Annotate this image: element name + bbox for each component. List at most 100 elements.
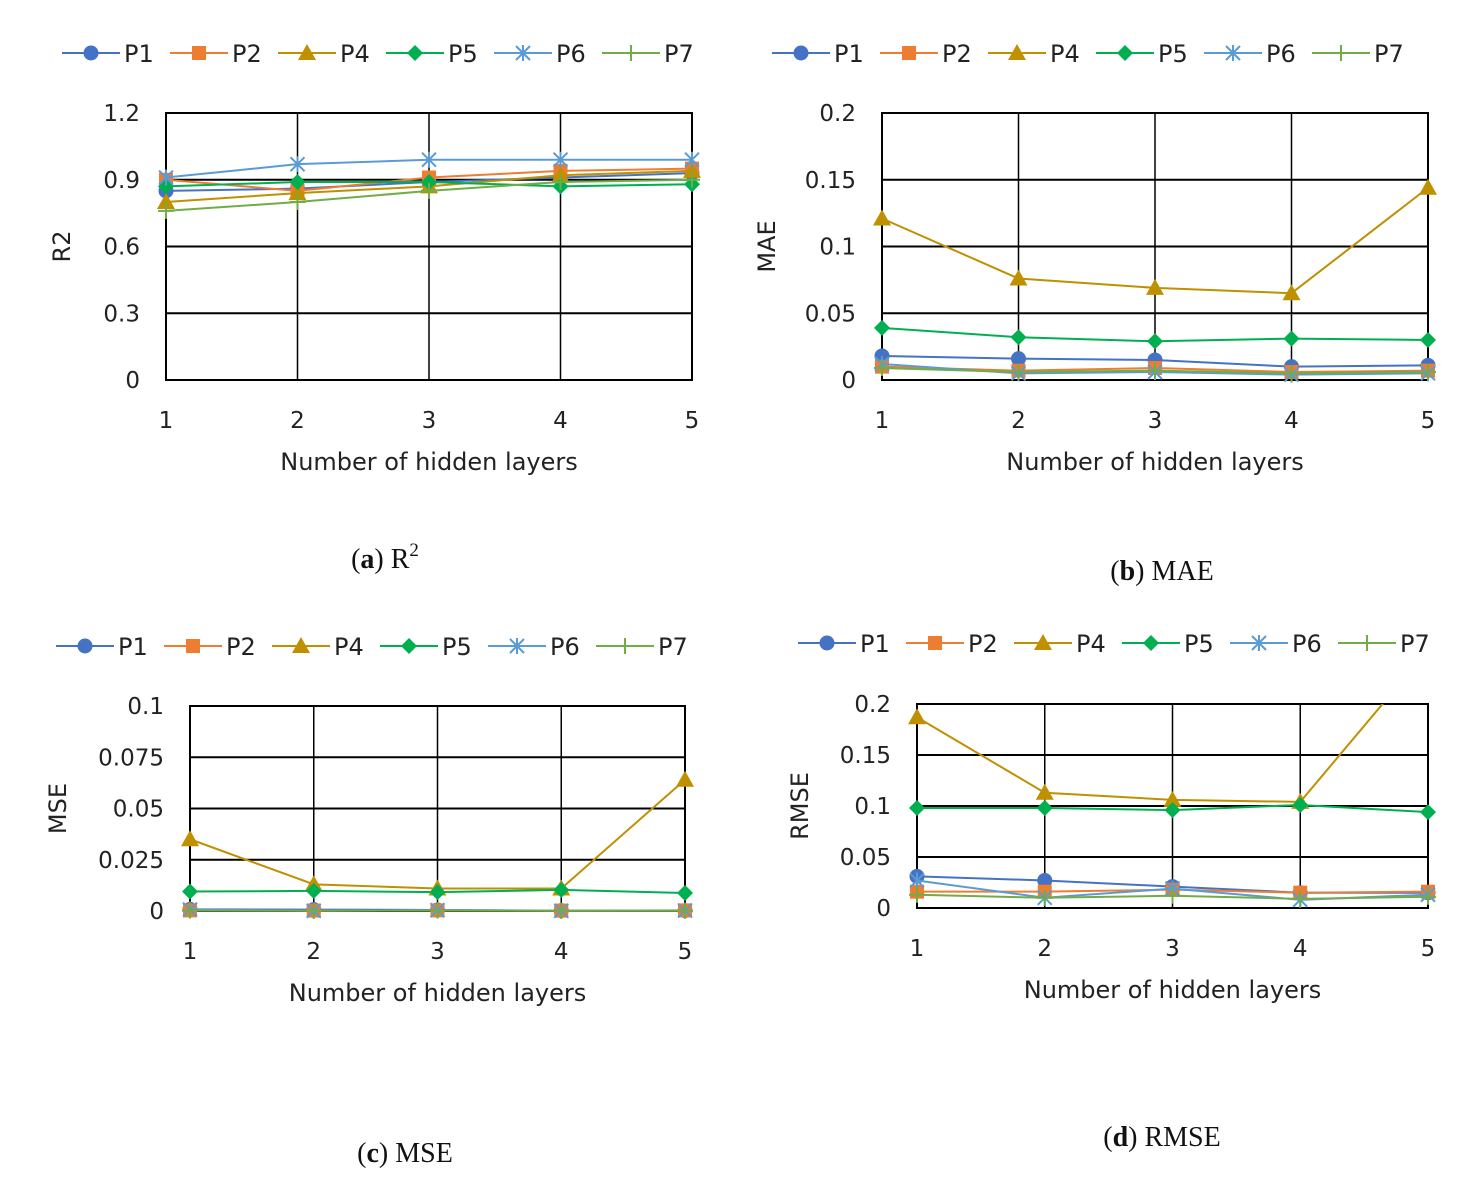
legend-marker (509, 638, 525, 654)
panel-caption: (a) R2 (351, 540, 419, 575)
chart-panel-c: 0 0.025 0.05 0.075 0.1 1 2 3 4 5 Number of hidden … (44, 633, 694, 1169)
panel-caption: (d) RMSE (1103, 1122, 1220, 1153)
data-point-p5 (289, 173, 306, 190)
data-point-p5 (421, 173, 437, 190)
data-point-p5 (553, 881, 570, 898)
legend-label: P5 (442, 633, 472, 661)
legend-item-p1: P1 (798, 630, 890, 658)
caption-text: MAE (1152, 556, 1214, 587)
data-point-p5 (1283, 330, 1300, 347)
legend-item-p1: P1 (62, 40, 154, 68)
y-tick-label: 0.025 (98, 848, 164, 874)
y-tick-label: 0 (841, 368, 856, 394)
data-point-p7 (158, 202, 174, 219)
caption-text: R (391, 544, 410, 575)
data-point-p7 (677, 902, 693, 919)
data-point-p7 (552, 173, 569, 190)
x-tick-label: 4 (554, 939, 569, 965)
panel-caption: (b) MAE (1110, 556, 1213, 587)
legend-item-p1: P1 (772, 40, 864, 68)
legend-item-p2: P2 (880, 40, 972, 68)
y-tick-label: 0.9 (103, 168, 140, 194)
caption-superscript: 2 (409, 540, 419, 561)
x-tick-label: 4 (553, 408, 568, 434)
y-tick-label: 1.2 (103, 101, 140, 127)
legend: P1 P2 P4 P5 P6 P7 (62, 40, 694, 68)
x-tick-label: 1 (910, 936, 925, 962)
legend: P1 P2 P4 P5 P6 P7 (772, 40, 1404, 68)
data-point-p4 (1035, 783, 1054, 800)
legend-label: P2 (942, 40, 972, 68)
legend-label: P5 (1184, 630, 1214, 658)
data-point-p5 (874, 319, 890, 336)
chart-panel-a: 0 0.3 0.6 0.9 1.2 1 2 3 4 5 Number of hidden layer… (48, 40, 701, 575)
legend-item-p6: P6 (488, 633, 580, 661)
data-point-p6 (684, 151, 700, 168)
data-point-p7 (874, 359, 890, 376)
series-group (873, 178, 1437, 383)
legend-label: P1 (860, 630, 890, 658)
legend-item-p1: P1 (56, 633, 148, 661)
chart-panel-b: 0 0.05 0.1 0.15 0.2 1 2 3 4 5 Number of hidden lay… (753, 40, 1437, 587)
legend-marker (1143, 635, 1159, 651)
x-axis-title: Number of hidden layers (1006, 448, 1303, 476)
data-point-p5 (1147, 333, 1163, 350)
legend-label: P1 (124, 40, 154, 68)
data-point-p5 (1420, 804, 1436, 821)
data-point-p6 (421, 151, 437, 168)
x-tick-label: 2 (1011, 408, 1026, 434)
legend-label: P4 (1076, 630, 1106, 658)
legend-marker (928, 636, 942, 650)
x-axis-title: Number of hidden layers (1024, 976, 1321, 1004)
legend-label: P2 (226, 633, 256, 661)
legend-label: P7 (658, 633, 688, 661)
data-point-p4 (683, 161, 701, 178)
legend-item-p2: P2 (170, 40, 262, 68)
data-point-p5 (182, 883, 198, 900)
y-axis-title: MSE (44, 783, 72, 834)
y-tick-label: 0.3 (103, 301, 140, 327)
series-group (908, 704, 1436, 908)
y-axis-title: R2 (48, 231, 76, 263)
legend-label: P6 (556, 40, 586, 68)
x-tick-label: 2 (290, 408, 305, 434)
y-tick-label: 0.2 (819, 101, 856, 127)
legend-marker (819, 635, 835, 651)
data-point-p5 (305, 882, 322, 899)
x-axis-title: Number of hidden layers (289, 979, 586, 1007)
legend-label: P6 (550, 633, 580, 661)
y-tick-label: 0.1 (819, 235, 856, 261)
legend-label: P2 (968, 630, 998, 658)
data-point-p4 (1163, 790, 1182, 807)
data-point-p4 (908, 708, 926, 725)
panel-caption: (c) MSE (357, 1138, 453, 1169)
y-tick-label: 0.05 (113, 797, 164, 823)
data-point-p7 (684, 171, 700, 188)
data-point-p7 (1420, 363, 1436, 380)
legend-marker (515, 45, 531, 61)
legend-marker (902, 46, 916, 60)
x-axis-title: Number of hidden layers (280, 448, 577, 476)
x-tick-label: 4 (1293, 936, 1308, 962)
legend-item-p7: P7 (596, 633, 688, 661)
legend-item-p5: P5 (386, 40, 478, 68)
legend-item-p6: P6 (494, 40, 586, 68)
legend-marker (1008, 44, 1026, 60)
data-point-p5 (1420, 331, 1436, 348)
legend-label: P2 (232, 40, 262, 68)
legend-item-p7: P7 (1312, 40, 1404, 68)
data-point-p4 (157, 193, 175, 209)
x-tick-label: 3 (1165, 936, 1180, 962)
caption-letter: d (1113, 1122, 1129, 1153)
data-point-p6 (158, 169, 174, 186)
legend: P1 P2 P4 P5 P6 P7 (56, 633, 688, 661)
x-tick-label: 5 (1421, 936, 1436, 962)
legend-label: P7 (1374, 40, 1404, 68)
legend-label: P4 (1050, 40, 1080, 68)
legend-item-p6: P6 (1230, 630, 1322, 658)
x-tick-label: 1 (875, 408, 890, 434)
legend-label: P7 (664, 40, 694, 68)
legend-marker (298, 44, 316, 60)
legend-marker (1251, 635, 1267, 651)
